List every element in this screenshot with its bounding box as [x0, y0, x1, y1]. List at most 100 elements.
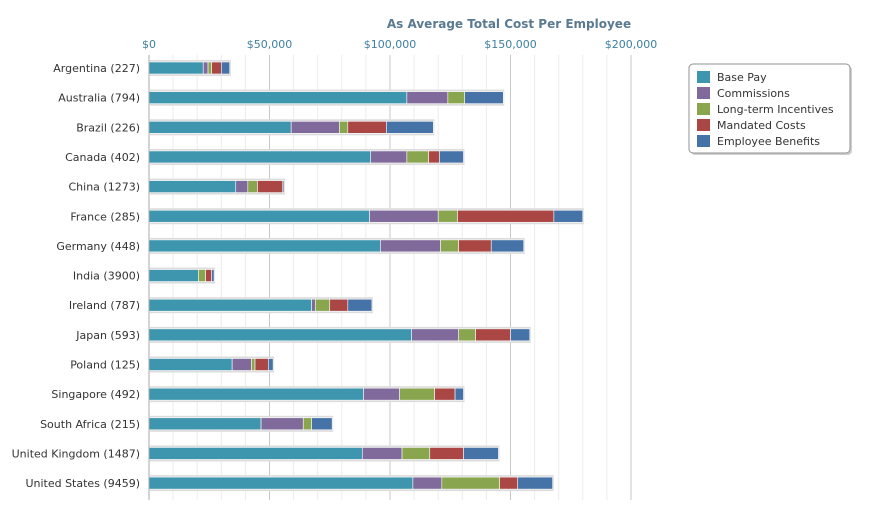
x-axis: $0 $50,000 $100,000 $150,000 $200,000: [142, 38, 657, 51]
bar-segment[interactable]: [235, 180, 249, 193]
y-category-label: France (285): [70, 210, 140, 223]
bar-segment[interactable]: [437, 209, 458, 223]
bar-segment[interactable]: [464, 91, 504, 104]
bar-segment[interactable]: [148, 91, 408, 104]
bar-segment[interactable]: [148, 61, 204, 75]
legend-item-label[interactable]: Mandated Costs: [717, 119, 806, 132]
legend[interactable]: Base Pay Commissions Long-term Incentives M…: [688, 63, 852, 155]
bar-segment[interactable]: [257, 180, 284, 193]
bar-segment[interactable]: [247, 180, 258, 193]
bar-segment[interactable]: [412, 476, 443, 490]
bar-segment[interactable]: [314, 298, 331, 312]
legend-item-label[interactable]: Base Pay: [717, 71, 767, 84]
bar-segment[interactable]: [363, 387, 400, 401]
bar-segment[interactable]: [251, 358, 256, 371]
bar-segment[interactable]: [510, 328, 531, 342]
bar-segment[interactable]: [290, 121, 340, 134]
bar-segment[interactable]: [267, 358, 274, 371]
bar-segment[interactable]: [458, 328, 476, 342]
legend-item-label[interactable]: Long-term Incentives: [717, 103, 834, 116]
x-tick-label: $150,000: [484, 38, 537, 51]
bar-segment[interactable]: [148, 150, 372, 164]
bar-segment[interactable]: [447, 91, 466, 104]
bar-segment[interactable]: [148, 180, 237, 193]
y-axis: Argentina (227) Australia (794) Brazil (22…: [12, 55, 150, 500]
legend-swatch[interactable]: [697, 71, 710, 83]
bar-segment[interactable]: [148, 121, 292, 134]
bar-segment[interactable]: [211, 61, 222, 75]
bar-segment[interactable]: [458, 239, 492, 253]
bar-segment[interactable]: [439, 150, 464, 164]
bar-segment[interactable]: [311, 298, 316, 312]
bar-segment[interactable]: [148, 447, 363, 460]
bar-segment[interactable]: [440, 239, 459, 253]
bar-segment[interactable]: [411, 328, 459, 342]
bar-segment[interactable]: [454, 387, 464, 401]
bar-segment[interactable]: [475, 328, 511, 342]
bar-segment[interactable]: [148, 328, 412, 342]
y-category-label: United States (9459): [25, 477, 140, 490]
bar-segment[interactable]: [428, 150, 440, 164]
bar-segment[interactable]: [148, 476, 414, 490]
bar-segment[interactable]: [380, 239, 441, 253]
bar-segment[interactable]: [198, 269, 206, 282]
chart-title: As Average Total Cost Per Employee: [387, 17, 631, 31]
bar-segment[interactable]: [369, 209, 439, 223]
x-tick-label: $0: [142, 38, 156, 51]
y-category-label: Canada (402): [65, 151, 140, 164]
bar-segment[interactable]: [499, 476, 519, 490]
bar-segment[interactable]: [517, 476, 553, 490]
bar-segment[interactable]: [406, 150, 429, 164]
bar-segment[interactable]: [260, 417, 304, 431]
bar-segment[interactable]: [148, 358, 233, 371]
bar-segment[interactable]: [553, 209, 584, 223]
bar-segment[interactable]: [329, 298, 349, 312]
bar-segment[interactable]: [207, 61, 212, 75]
bar-segment[interactable]: [205, 269, 212, 282]
legend-swatch[interactable]: [697, 103, 710, 115]
bar-segment[interactable]: [490, 239, 525, 253]
y-category-label: Poland (125): [70, 359, 140, 372]
y-category-label: Germany (448): [56, 240, 140, 253]
bar-segment[interactable]: [148, 298, 312, 312]
bar-segment[interactable]: [148, 239, 381, 253]
bar-segment[interactable]: [302, 417, 312, 431]
legend-swatch[interactable]: [697, 87, 710, 99]
bar-segment[interactable]: [463, 447, 499, 460]
legend-item-label[interactable]: Employee Benefits: [717, 135, 820, 148]
bar-segment[interactable]: [441, 476, 500, 490]
bar-segment[interactable]: [361, 447, 403, 460]
bar-segment[interactable]: [148, 387, 364, 401]
legend-swatch[interactable]: [697, 119, 710, 131]
x-tick-label: $200,000: [605, 38, 658, 51]
bar-segment[interactable]: [211, 269, 215, 282]
y-category-label: Singapore (492): [51, 388, 140, 401]
bar-segment[interactable]: [399, 387, 435, 401]
bar-segment[interactable]: [406, 91, 449, 104]
bar-segment[interactable]: [401, 447, 431, 460]
y-category-label: Ireland (787): [69, 299, 140, 312]
bar-segment[interactable]: [434, 387, 456, 401]
bar-segment[interactable]: [148, 417, 262, 431]
y-category-label: Argentina (227): [53, 62, 140, 75]
bar-segment[interactable]: [429, 447, 464, 460]
y-category-label: Brazil (226): [76, 121, 140, 134]
bar-segment[interactable]: [311, 417, 333, 431]
bar-segment[interactable]: [347, 298, 373, 312]
y-category-label: India (3900): [73, 270, 140, 283]
bar-segment[interactable]: [347, 121, 387, 134]
bar-segment[interactable]: [231, 358, 252, 371]
bar-segment[interactable]: [282, 180, 285, 193]
bar-segment[interactable]: [202, 61, 209, 75]
bar-segment[interactable]: [148, 269, 199, 282]
bar-segment[interactable]: [457, 209, 555, 223]
legend-swatch[interactable]: [697, 135, 710, 147]
bar-segment[interactable]: [339, 121, 349, 134]
x-tick-label: $50,000: [247, 38, 293, 51]
bar-segment[interactable]: [221, 61, 231, 75]
bar-segment[interactable]: [386, 121, 434, 134]
bar-segment[interactable]: [254, 358, 269, 371]
bar-segment[interactable]: [370, 150, 408, 164]
legend-item-label[interactable]: Commissions: [717, 87, 790, 100]
bar-segment[interactable]: [148, 209, 370, 223]
